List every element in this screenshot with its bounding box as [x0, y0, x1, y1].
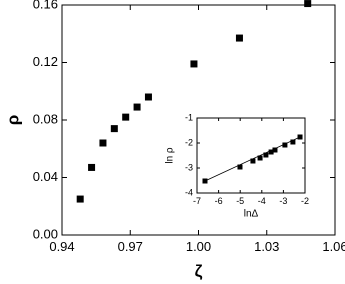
x-tick-label: 0.97 — [118, 239, 143, 254]
data-point — [99, 139, 107, 147]
x-axis-label: ζ — [195, 261, 203, 280]
data-point — [144, 93, 152, 101]
x-tick-label: 0.94 — [49, 239, 74, 254]
data-point — [257, 155, 263, 161]
data-point — [268, 149, 274, 155]
y-axis-label: ln ρ — [165, 147, 176, 164]
data-point — [263, 152, 269, 158]
data-point — [122, 113, 130, 121]
x-tick-label: -2 — [301, 196, 309, 206]
data-point — [290, 139, 296, 145]
data-point — [237, 164, 243, 170]
data-point — [110, 125, 118, 133]
x-tick-label: -7 — [193, 196, 201, 206]
y-tick-label: 0.16 — [33, 0, 58, 11]
x-tick-label: -4 — [258, 196, 266, 206]
y-axis-label: ρ — [3, 115, 22, 126]
y-tick-label: 0.12 — [33, 54, 58, 69]
data-point — [304, 0, 312, 8]
fit-line — [204, 136, 301, 182]
x-axis-label: lnΔ — [244, 209, 259, 220]
data-point — [282, 142, 288, 148]
x-tick-label: 1.00 — [186, 239, 211, 254]
data-point — [250, 158, 256, 164]
y-tick-label: 0.08 — [33, 111, 58, 126]
x-tick-label: 1.06 — [322, 239, 345, 254]
data-point — [272, 147, 278, 153]
y-tick-label: -2 — [185, 137, 193, 147]
x-tick-label: -5 — [236, 196, 244, 206]
x-tick-label: -6 — [215, 196, 223, 206]
data-point — [190, 60, 198, 68]
x-tick-label: -3 — [279, 196, 287, 206]
x-tick-label: 1.03 — [254, 239, 279, 254]
data-point — [235, 34, 243, 42]
plot-frame — [196, 117, 306, 194]
data-point — [133, 103, 141, 111]
y-tick-label: -4 — [185, 187, 193, 197]
y-tick-label: 0.00 — [33, 226, 58, 241]
y-tick-label: -3 — [185, 162, 193, 172]
y-tick-label: -1 — [185, 112, 193, 122]
data-point — [88, 163, 96, 171]
data-point — [76, 195, 84, 203]
y-tick-label: 0.04 — [33, 169, 58, 184]
